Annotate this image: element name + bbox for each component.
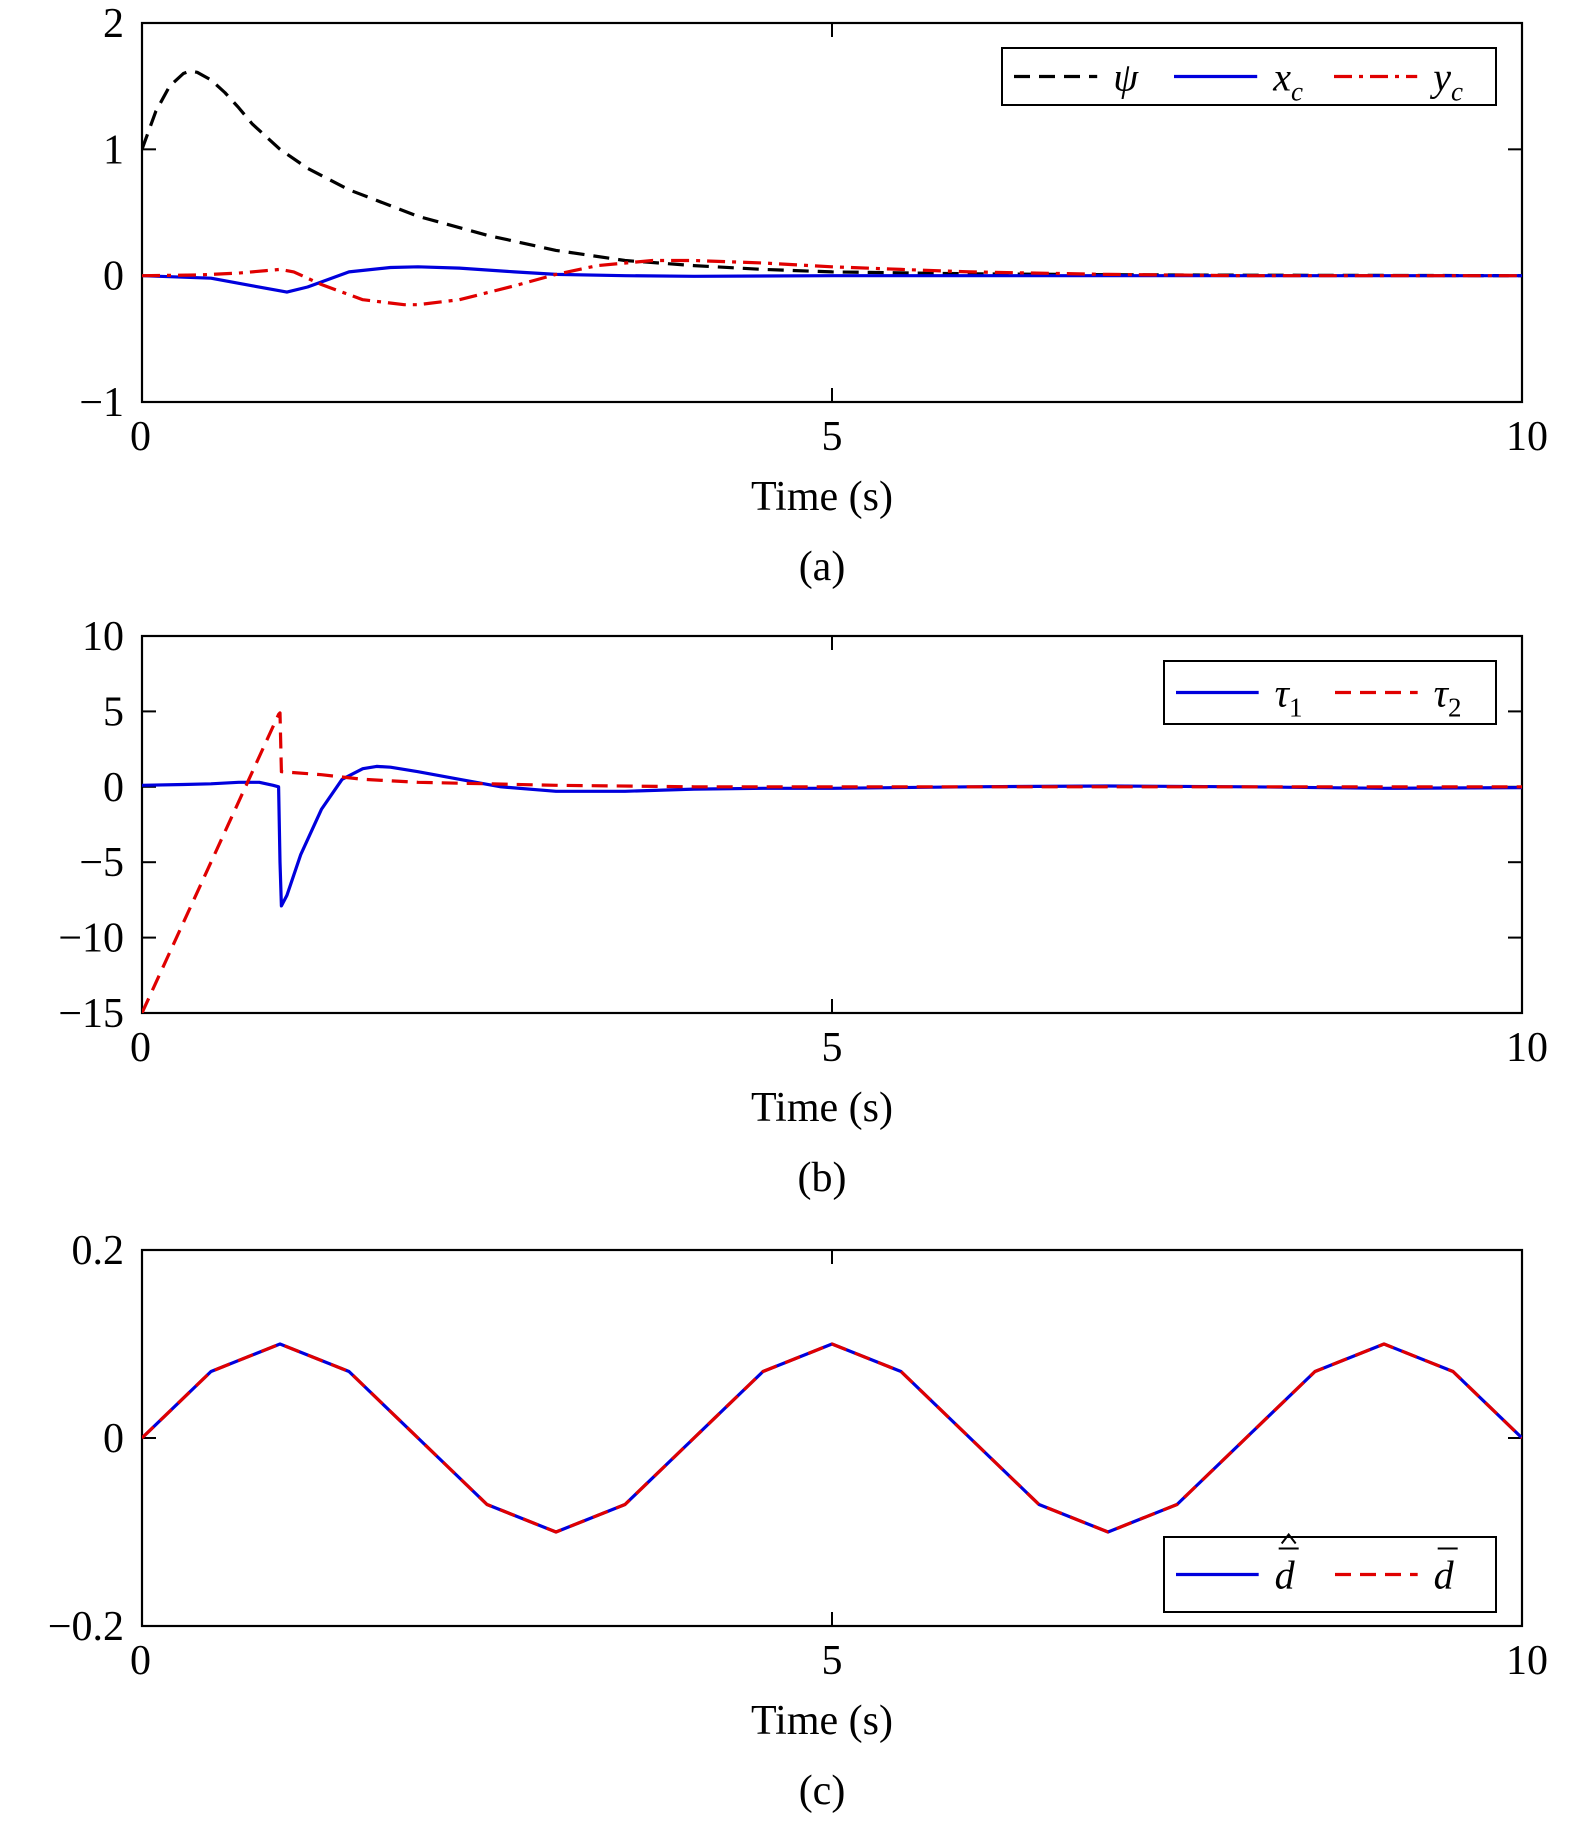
y-tick-label: −15 [58, 991, 124, 1037]
series-group [142, 1342, 1522, 1534]
chart-panel-b: 0 5 10 −15 −10 −5 0 5 10 Time (s) (b) τ1 τ2 [58, 614, 1548, 1201]
x-axis-label: Time (s) [751, 1698, 893, 1744]
x-tick-label: 0 [130, 414, 151, 460]
x-tick-label: 0 [130, 1025, 151, 1071]
series-line-x-c [142, 265, 1522, 294]
x-tick-label: 0 [130, 1638, 151, 1684]
series-group [142, 711, 1522, 1013]
x-tick-label: 5 [822, 414, 843, 460]
series-line-2 [142, 711, 1522, 1013]
y-tick-label: −10 [58, 916, 124, 962]
legend: τ1 τ2 [1163, 660, 1497, 725]
x-tick-label: 10 [1506, 1638, 1548, 1684]
x-axis-label: Time (s) [751, 474, 893, 520]
panel-caption: (a) [799, 544, 846, 590]
y-tick-label: 0.2 [72, 1228, 125, 1274]
y-tick-label: 0 [103, 765, 124, 811]
series-line-series-0 [142, 69, 1522, 278]
y-tick-label: −0.2 [48, 1604, 124, 1650]
y-tick-label: 0 [103, 254, 124, 300]
x-tick-label: 10 [1506, 1025, 1548, 1071]
legend-label: d [1434, 1553, 1455, 1598]
y-tick-label: 1 [103, 127, 124, 173]
y-tick-label: 5 [103, 689, 124, 735]
y-tick-label: −1 [79, 380, 124, 426]
y-tick-label: 0 [103, 1416, 124, 1462]
series-line-y-c [142, 258, 1522, 307]
x-tick-label: 5 [822, 1025, 843, 1071]
x-tick-label: 10 [1506, 414, 1548, 460]
y-tick-label: 2 [103, 1, 124, 47]
x-axis-label: Time (s) [751, 1085, 893, 1131]
legend-label: ψ [1113, 55, 1139, 100]
panel-caption: (c) [799, 1768, 846, 1814]
legend: ψ xc yc [1001, 47, 1497, 107]
panel-caption: (b) [798, 1155, 847, 1201]
x-tick-label: 5 [822, 1638, 843, 1684]
y-tick-label: 10 [82, 614, 124, 660]
y-tick-label: −5 [79, 840, 124, 886]
series-group [142, 69, 1522, 307]
legend-label: d [1275, 1553, 1296, 1598]
legend-hat-mark [1280, 1532, 1297, 1545]
series-line-d-bar [142, 1342, 1522, 1534]
